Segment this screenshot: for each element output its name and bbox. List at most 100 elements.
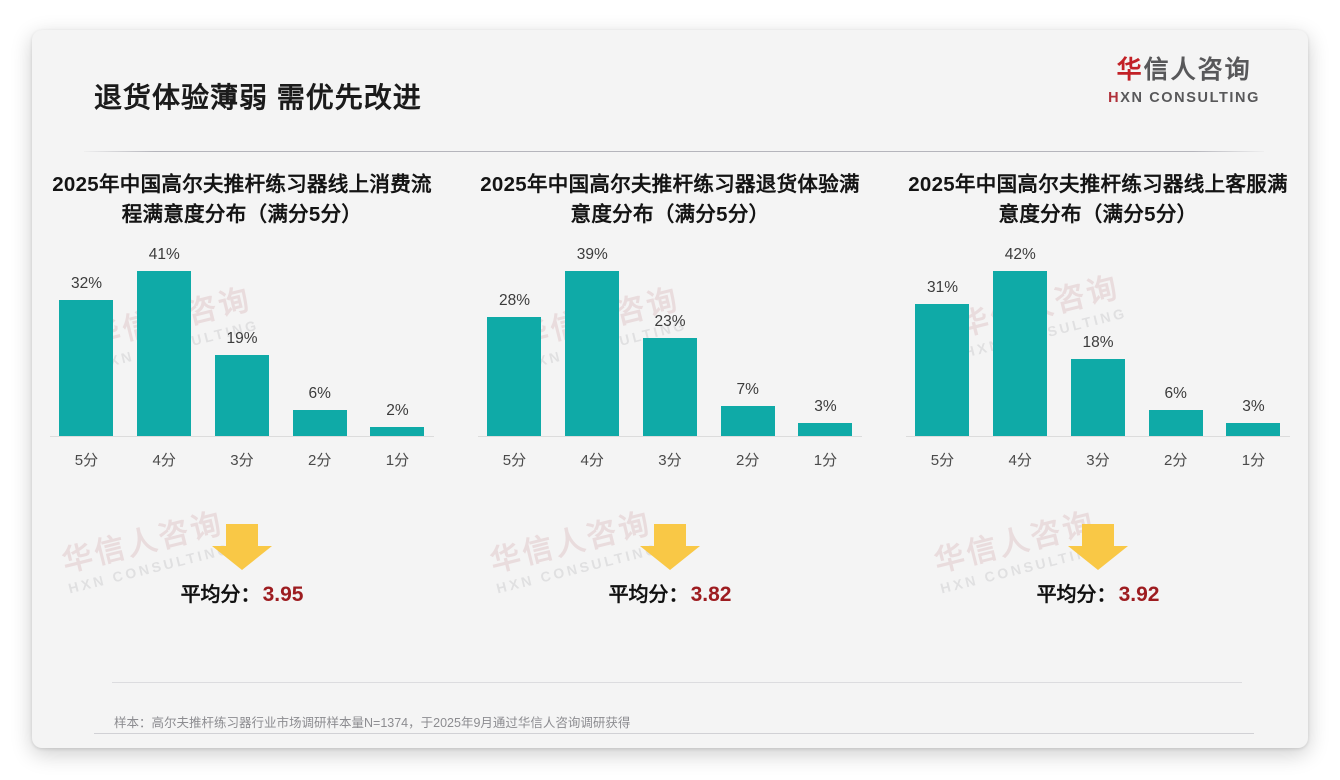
bar-column: 3% bbox=[789, 246, 862, 436]
bar[interactable] bbox=[214, 355, 269, 436]
plot-area: 31% 42% 18% 6% bbox=[906, 246, 1290, 476]
bars-group: 31% 42% 18% 6% bbox=[906, 246, 1290, 436]
bar-value-label: 41% bbox=[148, 246, 180, 263]
average-value: 3.92 bbox=[1118, 583, 1160, 606]
bar-value-label: 7% bbox=[736, 381, 759, 398]
x-tick-label: 3分 bbox=[230, 452, 254, 469]
x-axis-line bbox=[478, 436, 862, 437]
x-tick-label: 2分 bbox=[308, 452, 332, 469]
x-tick-label: 4分 bbox=[152, 452, 176, 469]
chart-title: 2025年中国高尔夫推杆练习器退货体验满意度分布（满分5分） bbox=[480, 173, 860, 226]
average-label: 平均分： bbox=[1036, 584, 1117, 606]
x-tick-label: 4分 bbox=[1008, 452, 1032, 469]
bar[interactable] bbox=[370, 427, 425, 436]
bar[interactable] bbox=[642, 338, 697, 436]
chart-title: 2025年中国高尔夫推杆练习器线上消费流程满意度分布（满分5分） bbox=[52, 173, 432, 226]
bar-value-label: 28% bbox=[498, 292, 530, 309]
bar[interactable] bbox=[1070, 359, 1125, 436]
x-axis-labels: 5分 4分 3分 2分 1分 bbox=[478, 449, 862, 470]
plot-area: 32% 41% 19% 6% bbox=[50, 246, 434, 476]
bar[interactable] bbox=[798, 423, 853, 436]
bar-value-label: 32% bbox=[70, 275, 102, 292]
average-value: 3.82 bbox=[690, 583, 732, 606]
average-block: 华信人咨询 HXN CONSULTING 平均分：3.92 bbox=[898, 507, 1298, 632]
bar-chart: 华信人咨询 HXN CONSULTING 32% 41% bbox=[42, 246, 442, 516]
slide-footer: ©2025.11 HXR华信人咨询 www.hxrcon.com bbox=[32, 740, 1308, 748]
bar-column: 42% bbox=[984, 246, 1057, 436]
plot-area: 28% 39% 23% 7% bbox=[478, 246, 862, 476]
down-arrow-icon bbox=[640, 524, 700, 570]
x-tick-label: 2分 bbox=[1164, 452, 1188, 469]
logo-chinese-text: 华信人咨询 bbox=[1108, 58, 1260, 83]
watermark-chinese: 华信人咨询 bbox=[487, 506, 656, 579]
bar[interactable] bbox=[993, 271, 1048, 436]
logo-english-rest: XN CONSULTING bbox=[1120, 90, 1260, 106]
bar-value-label: 2% bbox=[386, 402, 409, 419]
down-arrow-icon bbox=[1068, 524, 1128, 570]
bar-chart: 华信人咨询 HXN CONSULTING 31% 42% bbox=[898, 246, 1298, 516]
bar-column: 19% bbox=[206, 246, 279, 436]
average-score: 平均分：3.92 bbox=[1037, 578, 1160, 607]
bar-value-label: 3% bbox=[814, 398, 837, 415]
logo-chinese-rest: 信人咨询 bbox=[1143, 56, 1252, 84]
bars-group: 28% 39% 23% 7% bbox=[478, 246, 862, 436]
bar[interactable] bbox=[1226, 423, 1281, 436]
bar-chart: 华信人咨询 HXN CONSULTING 28% 39% bbox=[470, 246, 870, 516]
bar[interactable] bbox=[915, 304, 970, 436]
bar-value-label: 3% bbox=[1242, 398, 1265, 415]
x-tick-label: 1分 bbox=[813, 452, 838, 469]
chart-panel-consumption-flow: 2025年中国高尔夫推杆练习器线上消费流程满意度分布（满分5分） 华信人咨询 H… bbox=[32, 170, 456, 670]
x-tick-label: 1分 bbox=[385, 452, 410, 469]
bar-column: 28% bbox=[478, 246, 551, 436]
average-score: 平均分：3.95 bbox=[181, 578, 304, 607]
footer-divider bbox=[94, 733, 1254, 734]
header-divider bbox=[84, 151, 1264, 152]
watermark-chinese: 华信人咨询 bbox=[59, 506, 228, 579]
bar-value-label: 19% bbox=[226, 330, 258, 347]
bar-value-label: 18% bbox=[1082, 334, 1114, 351]
logo-chinese-first-char: 华 bbox=[1116, 56, 1144, 84]
bars-group: 32% 41% 19% 6% bbox=[50, 246, 434, 436]
x-axis-labels: 5分 4分 3分 2分 1分 bbox=[906, 449, 1290, 470]
bar[interactable] bbox=[292, 410, 347, 436]
x-tick-label: 2分 bbox=[736, 452, 760, 469]
x-tick-label: 4分 bbox=[580, 452, 604, 469]
bar[interactable] bbox=[487, 317, 542, 436]
average-block: 华信人咨询 HXN CONSULTING 平均分：3.82 bbox=[470, 507, 870, 632]
average-value: 3.95 bbox=[262, 583, 304, 606]
company-logo: 华信人咨询 HXN CONSULTING bbox=[1108, 58, 1260, 106]
bar-column: 2% bbox=[361, 246, 434, 436]
bar-column: 31% bbox=[906, 246, 979, 436]
x-tick-label: 5分 bbox=[502, 452, 527, 469]
chart-title: 2025年中国高尔夫推杆练习器线上客服满意度分布（满分5分） bbox=[908, 173, 1288, 226]
x-axis-line bbox=[906, 436, 1290, 437]
x-tick-label: 1分 bbox=[1241, 452, 1266, 469]
bar-column: 6% bbox=[283, 246, 356, 436]
bar-column: 32% bbox=[50, 246, 123, 436]
slide-card: 退货体验薄弱 需优先改进 华信人咨询 HXN CONSULTING 2025年中… bbox=[32, 30, 1308, 748]
average-label: 平均分： bbox=[180, 584, 261, 606]
bar-column: 41% bbox=[128, 246, 201, 436]
bar[interactable] bbox=[720, 406, 775, 436]
x-axis-labels: 5分 4分 3分 2分 1分 bbox=[50, 449, 434, 470]
bar[interactable] bbox=[565, 271, 620, 436]
logo-english-first-char: H bbox=[1108, 90, 1121, 106]
bar-column: 6% bbox=[1139, 246, 1212, 436]
bar-column: 3% bbox=[1217, 246, 1290, 436]
bar-column: 39% bbox=[556, 246, 629, 436]
bar[interactable] bbox=[59, 300, 114, 436]
bar-value-label: 42% bbox=[1004, 246, 1036, 263]
bar-value-label: 6% bbox=[308, 385, 331, 402]
page-title: 退货体验薄弱 需优先改进 bbox=[94, 82, 422, 113]
x-axis-line bbox=[50, 436, 434, 437]
bar-column: 23% bbox=[634, 246, 707, 436]
down-arrow-icon bbox=[212, 524, 272, 570]
logo-english-text: HXN CONSULTING bbox=[1108, 91, 1260, 106]
sample-footnote: 样本：高尔夫推杆练习器行业市场调研样本量N=1374，于2025年9月通过华信人… bbox=[114, 716, 631, 730]
average-label: 平均分： bbox=[608, 584, 689, 606]
footnote-divider bbox=[112, 682, 1242, 683]
bar[interactable] bbox=[137, 271, 192, 436]
bar-value-label: 6% bbox=[1164, 385, 1187, 402]
average-score: 平均分：3.82 bbox=[609, 578, 732, 607]
bar[interactable] bbox=[1148, 410, 1203, 436]
